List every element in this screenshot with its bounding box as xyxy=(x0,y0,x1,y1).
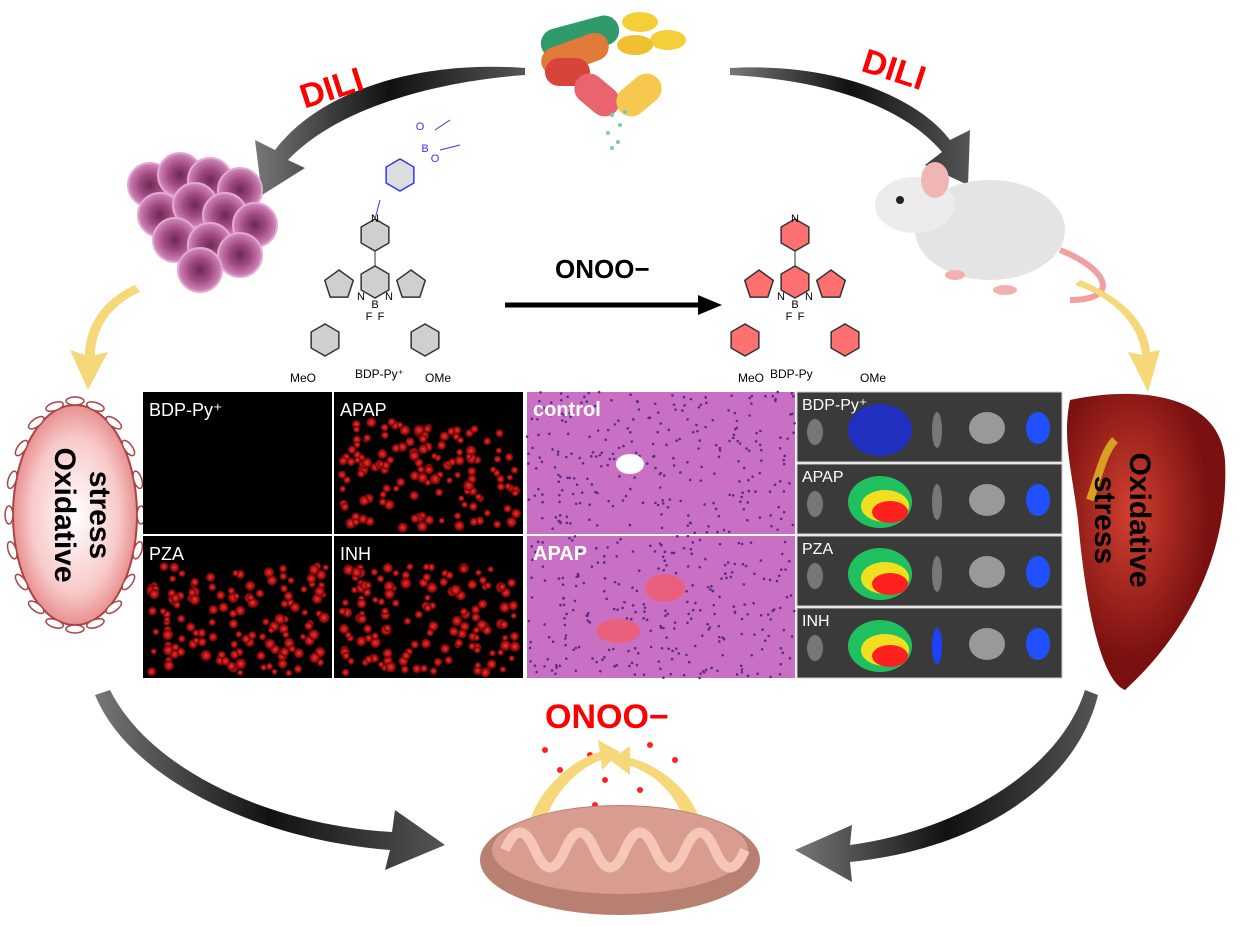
ex-vivo-imaging-panels: BDP-Py⁺ APAP PZA INH xyxy=(796,391,1063,679)
fluorescence-panel-label: PZA xyxy=(149,544,184,564)
svg-text:F: F xyxy=(798,311,805,323)
histology-panel-label: APAP xyxy=(533,543,587,565)
histology-panel: control xyxy=(525,390,796,535)
fluorescence-panel-label: INH xyxy=(340,544,371,564)
bottom-arrow-left xyxy=(95,690,445,870)
product-meo: MeO xyxy=(738,371,764,385)
svg-text:N: N xyxy=(777,291,785,303)
svg-text:F: F xyxy=(378,311,385,323)
yellow-arrow-left xyxy=(70,285,140,390)
histology-panel: APAP xyxy=(527,534,796,680)
onoo-label: ONOO− xyxy=(545,698,669,736)
svg-text:N: N xyxy=(385,291,393,303)
fluorescence-panel-label: BDP-Py⁺ xyxy=(149,400,223,420)
reaction-reagent: ONOO− xyxy=(555,254,650,284)
fluorescence-panel-label: APAP xyxy=(340,400,387,420)
imaging-panel: BDP-Py⁺ xyxy=(796,391,1063,463)
fluorescence-grid: BDP-Py⁺ APAP PZA INH xyxy=(143,392,523,678)
histology-panel-label: control xyxy=(533,399,601,421)
imaging-panel-label: APAP xyxy=(802,469,844,486)
cell-cluster-icon xyxy=(127,152,278,293)
svg-text:B: B xyxy=(421,143,428,155)
fluorescence-panel: INH xyxy=(334,536,523,678)
drugs-icon xyxy=(540,12,686,150)
oxidative-stress-cell: stress Oxidative xyxy=(4,396,146,634)
imaging-panel: APAP xyxy=(796,463,1063,535)
histology-panels: control APAP xyxy=(525,390,796,680)
imaging-panel-label: INH xyxy=(802,613,830,630)
imaging-panel: PZA xyxy=(796,535,1063,607)
svg-text:O: O xyxy=(416,121,425,133)
imaging-panel: INH xyxy=(796,607,1063,679)
fluorescence-panel: BDP-Py⁺ xyxy=(143,392,332,534)
probe-structure: NNBFFNBOO xyxy=(310,119,461,357)
probe-name: BDP-Py⁺ xyxy=(355,367,404,381)
imaging-panel-label: PZA xyxy=(802,541,833,558)
svg-text:F: F xyxy=(366,311,373,323)
probe-meo: MeO xyxy=(290,371,316,385)
svg-text:N: N xyxy=(805,291,813,303)
fluorescence-panel: PZA xyxy=(143,536,332,678)
svg-text:B: B xyxy=(371,299,378,311)
yellow-arrow-mito-left xyxy=(530,740,620,822)
oxidative-label-1: stress xyxy=(83,471,116,559)
dili-arrow-left xyxy=(255,66,525,195)
svg-text:O: O xyxy=(431,153,440,165)
fluorescence-panel: APAP xyxy=(334,392,523,534)
mitochondria-icon xyxy=(480,805,760,915)
oxidative-label-2: Oxidative xyxy=(48,447,81,582)
svg-text:B: B xyxy=(791,299,798,311)
svg-text:N: N xyxy=(791,213,799,225)
product-structure: N NBF FN xyxy=(730,213,860,357)
liver-label-1: Oxidative xyxy=(1123,452,1156,587)
liver-label-2: stress xyxy=(1088,476,1121,564)
product-ome: OMe xyxy=(860,371,886,385)
mouse-icon xyxy=(875,162,1106,303)
imaging-panel-label: BDP-Py⁺ xyxy=(802,397,867,414)
svg-text:N: N xyxy=(357,291,365,303)
yellow-arrow-mito-right xyxy=(610,746,700,822)
product-name: BDP-Py xyxy=(770,367,813,381)
bottom-arrow-right xyxy=(795,690,1098,882)
yellow-arrow-right xyxy=(1075,280,1160,392)
liver-icon: Oxidative stress xyxy=(1067,393,1226,690)
svg-text:F: F xyxy=(786,311,793,323)
probe-ome: OMe xyxy=(425,371,451,385)
